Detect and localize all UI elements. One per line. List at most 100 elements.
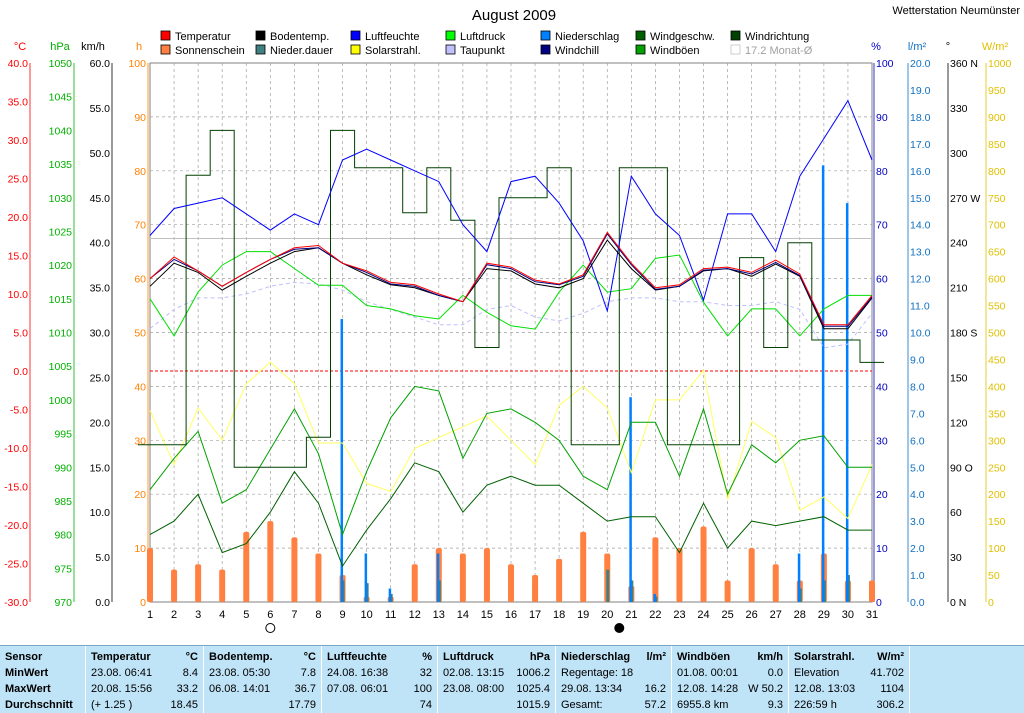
left-axis-tick-label: 1020	[49, 260, 73, 272]
right-axis-tick-label: 750	[988, 193, 1006, 205]
x-axis-tick-label: 3	[195, 609, 201, 621]
stats-cell-label: Regentage: 18	[561, 667, 634, 679]
left-axis-tick-label: -20.0	[4, 520, 28, 532]
right-axis-tick-label: 40	[876, 381, 888, 393]
right-axis-tick-label: 7.0	[910, 408, 925, 420]
legend-label: Windgeschw.	[650, 31, 715, 43]
left-axis-tick-label: 1000	[49, 395, 73, 407]
legend-swatch	[730, 30, 741, 41]
legend-label: Sonnenschein	[175, 45, 245, 57]
left-axis-tick-label: -5.0	[10, 405, 28, 417]
stats-cell-value: 9.3	[767, 699, 783, 711]
stats-column-header: Sensor	[5, 651, 43, 663]
x-axis-tick-label: 14	[457, 609, 469, 621]
precipitation-bar	[388, 588, 392, 602]
right-axis-tick-label: 550	[988, 301, 1006, 313]
left-axis-tick-label: 985	[54, 496, 72, 508]
left-axis-tick-label: 80	[134, 166, 146, 178]
left-axis-tick-label: 100	[128, 58, 146, 70]
stats-cell-label: 23.08. 06:41	[91, 667, 153, 679]
right-axis-tick-label: 2.0	[910, 543, 925, 555]
stats-cell-label: 6955.8 km	[677, 699, 729, 711]
x-axis-tick-label: 21	[625, 609, 637, 621]
x-axis-tick-label: 13	[433, 609, 445, 621]
wind-direction-line	[138, 129, 884, 468]
axes: 40.035.030.025.020.015.010.05.00.0-5.0-1…	[4, 41, 1011, 621]
left-axis-tick-label: 980	[54, 530, 72, 542]
right-axis-tick-label: 600	[988, 274, 1006, 286]
right-axis-tick-label: 15.0	[910, 193, 931, 205]
stats-cell-label: 12.08. 14:28	[677, 683, 739, 695]
left-axis-tick-label: 1005	[49, 361, 73, 373]
stats-cell-label: 12.08. 13:03	[794, 683, 856, 695]
left-axis-tick-label: 970	[54, 597, 72, 609]
right-axis-tick-label: 950	[988, 85, 1006, 97]
x-axis-tick-label: 20	[601, 609, 613, 621]
right-axis-tick-label: 450	[988, 354, 1006, 366]
right-axis-tick-label: 6.0	[910, 435, 925, 447]
precipitation-bar	[653, 593, 656, 602]
left-axis-tick-label: 1015	[49, 294, 73, 306]
stats-cell-value: 1015.9	[516, 699, 550, 711]
sunshine-bar	[267, 521, 274, 602]
left-axis-tick-label: 15.0	[90, 462, 111, 474]
sunshine-bar	[291, 537, 298, 602]
stats-cell-value: 18.45	[170, 699, 198, 711]
right-axis-tick-label: 50	[988, 570, 1000, 582]
stats-cell-label: (+ 1.25 )	[91, 699, 133, 711]
stats-cell-value: 1104	[880, 683, 904, 695]
sunshine-bar	[315, 553, 322, 602]
stats-column: Bodentemp. °C 23.08. 05:30 7.8 06.08. 14:01 3…	[204, 646, 322, 713]
stats-cell-value: 74	[419, 699, 432, 711]
sunshine-bar	[532, 575, 539, 602]
stats-cell-value: 17.79	[288, 699, 316, 711]
stats-column: Luftdruck hPa 02.08. 13:15 1006.2 23.08. 08:…	[438, 646, 556, 713]
right-axis-tick-label: 0.0	[910, 597, 925, 609]
stats-column-header: Luftfeuchte	[327, 651, 387, 663]
left-axis-tick-label: 20	[134, 489, 146, 501]
sunshine-bar	[483, 548, 490, 602]
left-axis-tick-label: -25.0	[4, 559, 28, 571]
legend-label: Temperatur	[175, 31, 231, 43]
legend-swatch	[540, 30, 551, 41]
stats-filler	[910, 646, 1024, 713]
stats-column-header: Niederschlag	[561, 651, 631, 663]
stats-column: Windböen km/h 01.08. 00:01 0.0 12.08. 14:28 W…	[672, 646, 789, 713]
legend: Temperatur Sonnenschein Bodentemp. Nieder.d…	[160, 30, 813, 57]
precipitation-bar	[821, 165, 825, 602]
right-axis-unit: °	[946, 41, 950, 53]
x-axis-tick-label: 10	[360, 609, 372, 621]
right-axis-unit: W/m²	[982, 41, 1009, 53]
right-axis-tick-label: 150	[950, 372, 968, 384]
right-axis-tick-label: 240	[950, 238, 968, 250]
left-axis-tick-label: 70	[134, 220, 146, 232]
new-moon-icon	[614, 623, 625, 633]
stats-cell-label: 23.08. 08:00	[443, 683, 505, 695]
sunshine-bar	[869, 580, 875, 602]
stats-cell-label: 23.08. 05:30	[209, 667, 271, 679]
left-axis-unit: km/h	[81, 41, 105, 53]
right-axis-tick-label: 150	[988, 516, 1006, 528]
left-axis-tick-label: 1025	[49, 226, 73, 238]
x-axis-tick-label: 19	[577, 609, 589, 621]
left-axis-tick-label: 30.0	[8, 135, 29, 147]
x-axis-tick-label: 25	[721, 609, 733, 621]
stats-column-unit: W/m²	[877, 651, 904, 663]
right-axis-tick-label: 60	[876, 274, 888, 286]
legend-swatch	[445, 30, 456, 41]
legend-swatch	[540, 44, 551, 55]
right-axis-tick-label: 850	[988, 139, 1006, 151]
x-axis-tick-label: 22	[649, 609, 661, 621]
temperature-line	[149, 231, 873, 326]
left-axis-tick-label: -10.0	[4, 443, 28, 455]
right-axis-tick-label: 60	[950, 507, 962, 519]
x-axis-tick-label: 30	[842, 609, 854, 621]
legend-label: Niederschlag	[555, 31, 619, 43]
stats-cell-value: 0.0	[767, 667, 783, 679]
left-axis-tick-label: 975	[54, 563, 72, 575]
sunshine-bar	[772, 564, 779, 602]
right-axis-tick-label: 30	[876, 435, 888, 447]
right-axis-tick-label: 100	[876, 58, 894, 70]
sunshine-bar	[580, 531, 587, 602]
left-axis-tick-label: 1040	[49, 125, 73, 137]
